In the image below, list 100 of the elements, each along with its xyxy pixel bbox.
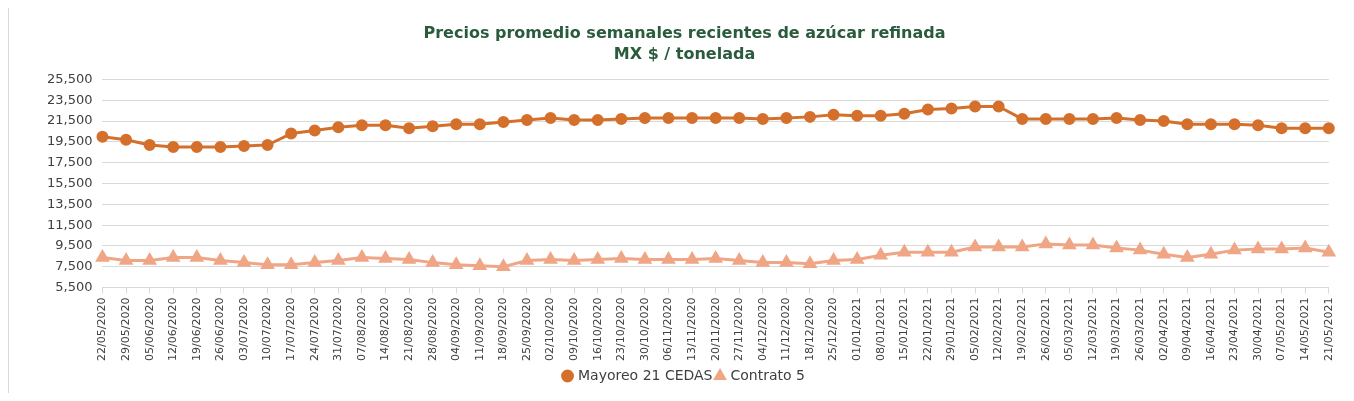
point [1275, 122, 1288, 135]
point [143, 253, 156, 265]
point [167, 141, 180, 154]
point [827, 253, 840, 265]
point [143, 138, 156, 151]
point [803, 110, 816, 123]
y-tick-label: 9,500 [55, 237, 93, 253]
x-tick-label: 30/04/2021 [1250, 297, 1264, 362]
x-tick-label: 19/06/2020 [189, 297, 203, 362]
point [1181, 118, 1194, 131]
point [898, 107, 911, 120]
point [1322, 122, 1335, 135]
x-tick-label: 14/05/2021 [1298, 297, 1312, 362]
x-tick-label: 12/06/2020 [166, 297, 180, 362]
x-tick-label: 21/05/2021 [1321, 297, 1335, 362]
point [709, 251, 722, 263]
point [284, 257, 298, 269]
point [1039, 236, 1053, 249]
x-tick-label: 28/08/2020 [425, 297, 439, 362]
point [402, 252, 416, 264]
point [544, 111, 557, 124]
point [237, 255, 251, 267]
legend-label: Contrato 5 [730, 366, 805, 383]
point [1063, 112, 1076, 125]
x-tick-label: 02/10/2020 [543, 297, 557, 362]
point [732, 253, 746, 265]
point [450, 118, 463, 131]
x-tick-label: 26/06/2020 [213, 297, 227, 362]
point [1322, 245, 1336, 257]
point [756, 112, 769, 125]
point [426, 120, 439, 133]
x-tick-label: 06/11/2020 [661, 297, 675, 362]
x-tick-label: 19/03/2021 [1109, 297, 1123, 362]
x-tick-label: 03/07/2020 [236, 297, 250, 362]
x-tick-label: 30/10/2020 [637, 297, 651, 362]
point [1086, 112, 1099, 125]
point [1299, 122, 1312, 135]
point [662, 252, 675, 264]
x-tick-label: 29/05/2020 [118, 297, 132, 362]
point [1251, 242, 1265, 254]
point [497, 259, 510, 272]
x-tick-label: 29/01/2021 [944, 297, 958, 362]
chart-title: Precios promedio semanales recientes de azúcar refinada [423, 22, 946, 42]
x-tick-label: 22/05/2020 [95, 297, 109, 362]
x-tick-label: 05/03/2021 [1062, 297, 1076, 362]
x-tick-label: 19/02/2021 [1015, 297, 1029, 362]
point [733, 111, 746, 124]
point [1063, 237, 1076, 250]
point [1252, 119, 1265, 132]
point [520, 114, 533, 126]
point [803, 256, 817, 268]
x-tick-label: 04/12/2020 [755, 297, 769, 362]
point [874, 109, 887, 122]
y-tick-label: 11,500 [46, 216, 93, 232]
y-tick-label: 7,500 [55, 258, 93, 274]
point [568, 114, 581, 126]
point [261, 257, 274, 269]
point [308, 124, 321, 137]
point [119, 253, 133, 265]
chart-subtitle: MX $ / tonelada [613, 43, 756, 63]
point [992, 100, 1005, 113]
x-tick-label: 18/09/2020 [496, 297, 510, 362]
point [1015, 240, 1029, 252]
point [591, 114, 604, 126]
point [473, 118, 486, 131]
point [403, 122, 416, 135]
y-tick-label: 19,500 [46, 133, 93, 149]
point [190, 250, 204, 262]
point [1134, 114, 1147, 126]
x-tick-label: 13/11/2020 [684, 297, 698, 362]
point [379, 119, 392, 132]
x-tick-label: 17/07/2020 [284, 297, 298, 362]
point [615, 251, 628, 263]
point [874, 248, 887, 260]
y-tick-label: 15,500 [46, 174, 93, 190]
y-tick-label: 17,500 [46, 154, 93, 170]
y-tick-label: 13,500 [46, 195, 93, 211]
point [1228, 118, 1241, 131]
point [685, 252, 699, 264]
x-tick-label: 07/05/2021 [1274, 297, 1288, 362]
x-tick-label: 11/09/2020 [472, 297, 486, 362]
x-tick-label: 23/04/2021 [1227, 297, 1241, 362]
x-tick-label: 09/10/2020 [567, 297, 581, 362]
x-tick-label: 10/07/2020 [260, 297, 274, 362]
point [379, 251, 392, 263]
point [921, 103, 934, 116]
point [285, 127, 298, 140]
point [332, 253, 345, 265]
x-tick-label: 23/10/2020 [614, 297, 628, 362]
x-tick-label: 26/02/2021 [1038, 297, 1052, 362]
point [1086, 237, 1100, 250]
point [1133, 243, 1147, 255]
x-tick-label: 27/11/2020 [732, 297, 746, 362]
x-tick-label: 16/10/2020 [590, 297, 604, 362]
x-tick-label: 08/01/2021 [873, 297, 887, 362]
point [520, 253, 534, 265]
point [945, 102, 958, 115]
point [1157, 115, 1170, 128]
point [756, 255, 770, 267]
x-tick-label: 21/08/2020 [401, 297, 415, 362]
